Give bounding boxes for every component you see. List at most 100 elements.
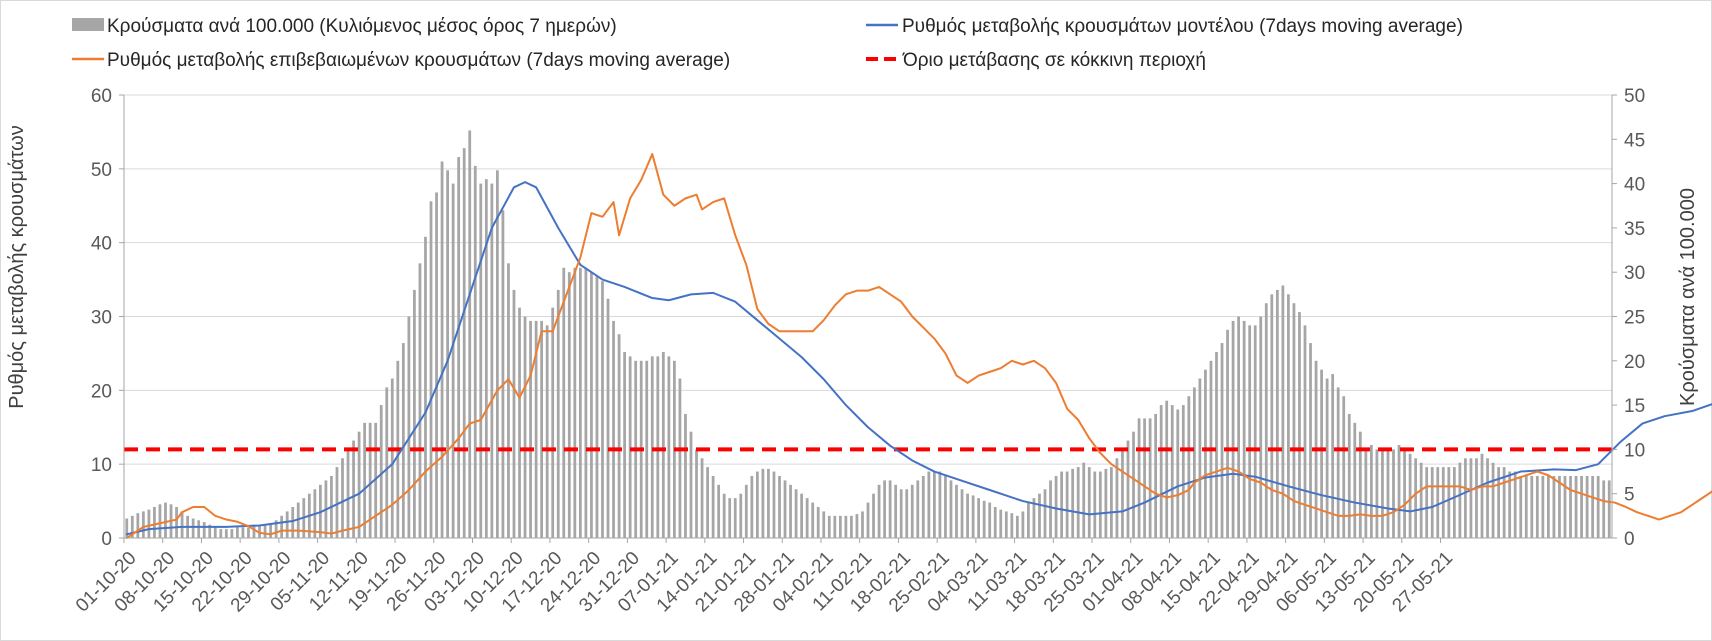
bar [1298,312,1301,538]
bar [1408,453,1412,538]
bar [628,356,632,538]
bar [363,422,367,538]
bar [1574,475,1578,538]
bar [767,468,770,538]
bar [1342,396,1346,538]
y-right-tick-label: 5 [1624,485,1635,506]
y-left-tick-label: 50 [91,160,112,181]
bar [440,161,444,538]
bar [401,343,405,538]
bar [1452,467,1456,538]
bar [888,480,892,538]
bar [706,467,709,538]
bar [1392,449,1395,538]
model-line [125,181,1712,536]
bar [1148,418,1152,538]
bar [1154,413,1158,538]
y-right-tick-label: 10 [1624,440,1645,461]
bar [1464,458,1467,538]
bar [263,524,267,538]
bar [451,183,455,538]
y-left-tick-label: 40 [91,234,112,255]
bar [1458,462,1462,538]
bar [1397,444,1401,538]
bar [534,320,538,538]
y-right-tick-label: 25 [1624,308,1645,329]
bar [1436,467,1440,538]
bar [490,183,494,538]
bar [811,502,815,538]
bar [230,529,234,538]
bar [1132,431,1135,538]
bar [1347,413,1351,538]
bar [429,201,433,538]
bar [1093,471,1097,538]
bar [1419,462,1423,538]
bar [623,351,626,538]
bar [661,351,665,538]
bar [247,527,250,538]
bar [883,480,886,538]
bar [1502,467,1506,538]
bar [744,484,748,538]
bar [368,422,372,538]
bar [236,527,239,538]
bar [1320,369,1323,538]
bar [872,493,875,538]
bar [761,468,765,538]
bar [1447,467,1451,538]
bar [136,513,140,538]
bar [971,495,975,538]
bar [1414,458,1418,538]
y-right-tick-label: 20 [1624,352,1645,373]
legend-swatch-bars [72,18,104,31]
bar [905,489,909,538]
bar [955,484,958,538]
bar [1159,405,1163,538]
bar [1220,343,1224,538]
bar [678,378,682,538]
bar [1071,468,1075,538]
bar [479,183,483,538]
bar [1364,449,1368,538]
bar [1369,444,1373,538]
bar [164,502,167,538]
bar [413,289,416,538]
bar [927,471,931,538]
bar [457,157,461,538]
bar [1043,489,1047,538]
bar [1176,409,1180,538]
bar [1098,471,1102,538]
bar [1198,378,1202,538]
bar [424,236,427,538]
bar [1569,475,1572,538]
y-right-tick-label: 40 [1624,175,1645,196]
y-left-tick-label: 10 [91,455,112,476]
bar [1519,475,1523,538]
bar [783,480,787,538]
bar [866,502,870,538]
bar [966,493,969,538]
bar [684,413,687,538]
bar [1591,475,1595,538]
bar [1259,316,1263,538]
bar [125,518,129,538]
bar [130,515,134,538]
bar [993,506,997,538]
legend-label-bars: Κρούσματα ανά 100.000 (Κυλιόμενος μέσος … [107,16,617,37]
bar [899,489,903,538]
y-left-tick-label: 20 [91,381,112,402]
line-series [125,153,1712,539]
legend: Κρούσματα ανά 100.000 (Κυλιόμενος μέσος … [72,16,1463,71]
bar [1430,467,1434,538]
bar [794,489,798,538]
bar [153,506,156,538]
bar [280,515,284,538]
bar [1275,289,1279,538]
bar [1242,320,1246,538]
bar [877,484,881,538]
bar [988,502,992,538]
bar [1264,303,1268,538]
bar [910,484,914,538]
bar [1181,405,1185,538]
